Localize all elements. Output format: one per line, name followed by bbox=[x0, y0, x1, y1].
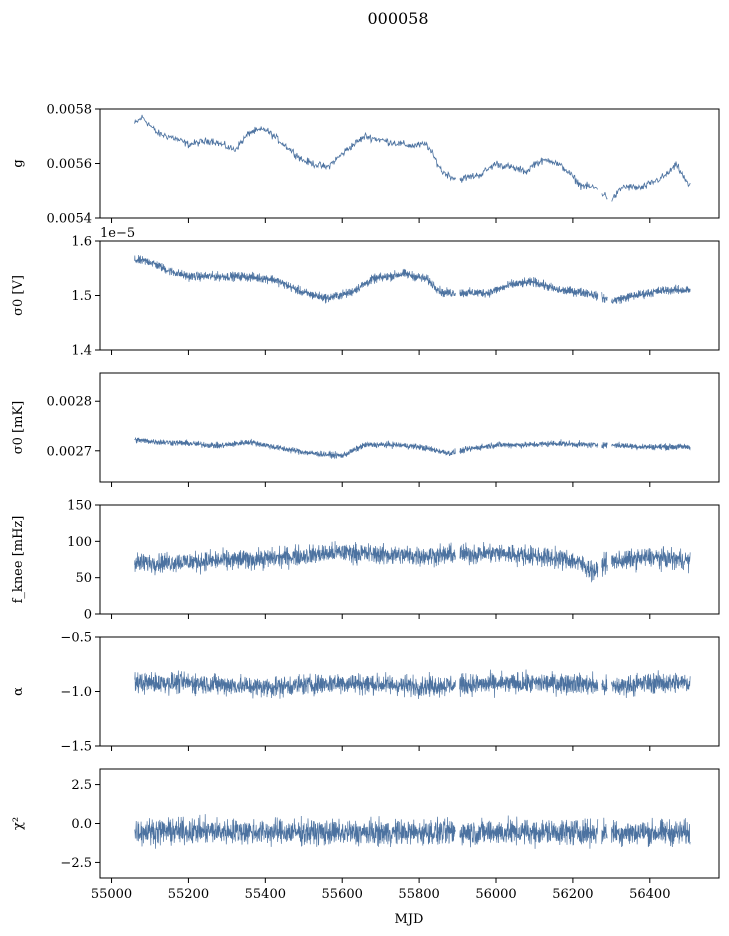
y-tick-label: −0.5 bbox=[60, 631, 92, 646]
subplot-5: −1.5 −1.0 −0.5 α bbox=[11, 631, 720, 755]
axes-frame-3 bbox=[99, 372, 720, 483]
y-tick-label: 0.0056 bbox=[47, 157, 93, 172]
series-line-1 bbox=[134, 114, 691, 202]
axes-frame-6 bbox=[99, 768, 720, 879]
y-offset-label: 1e−5 bbox=[100, 226, 135, 241]
y-tick-label: −2.5 bbox=[60, 856, 92, 871]
y-tick-label: 1.4 bbox=[71, 344, 92, 359]
subplot-2: 1.4 1.5 1.6 σ0 [V] 1e−5 bbox=[11, 226, 720, 359]
y-tick-label: 0.0058 bbox=[47, 103, 93, 118]
y-axis-label-5: α bbox=[11, 687, 26, 696]
subplot-6: −2.5 0.0 2.5 55000 55200 55400 55600 55800 56000… bbox=[11, 768, 720, 902]
y-tick-label: 0.0027 bbox=[47, 444, 93, 459]
y-tick-label: −1.5 bbox=[60, 740, 92, 755]
x-tick-label: 55200 bbox=[168, 887, 209, 902]
y-axis-label-3: σ0 [mK] bbox=[11, 401, 26, 454]
subplot-1: 0.0054 0.0056 0.0058 g bbox=[11, 103, 720, 227]
axes-frame-1 bbox=[99, 108, 720, 219]
y-tick-label: 0.0054 bbox=[47, 212, 93, 227]
x-tick-label: 55800 bbox=[398, 887, 439, 902]
x-tick-label: 56400 bbox=[629, 887, 670, 902]
figure-title: 000058 bbox=[367, 9, 428, 28]
y-axis-label-6: χ² bbox=[11, 817, 26, 830]
y-axis-label-2: σ0 [V] bbox=[11, 275, 26, 316]
y-axis-label-1: g bbox=[11, 159, 26, 167]
series-line-3 bbox=[134, 437, 691, 460]
y-tick-label: 100 bbox=[67, 535, 92, 550]
x-tick-label: 56000 bbox=[475, 887, 516, 902]
y-axis-label-4: f_knee [mHz] bbox=[11, 516, 26, 604]
subplot-3: 0.0027 0.0028 σ0 [mK] bbox=[11, 372, 720, 487]
x-tick-label: 55000 bbox=[91, 887, 132, 902]
x-tick-label: 56200 bbox=[552, 887, 593, 902]
series-line-4 bbox=[134, 541, 691, 583]
x-axis-label: MJD bbox=[395, 912, 424, 927]
y-tick-label: 0 bbox=[84, 608, 92, 623]
y-tick-label: 1.5 bbox=[71, 289, 92, 304]
y-tick-label: −1.0 bbox=[60, 685, 92, 700]
y-tick-label: 150 bbox=[67, 499, 92, 514]
series-line-5 bbox=[134, 669, 691, 700]
axes-frame-4 bbox=[99, 504, 720, 615]
x-tick-label: 55400 bbox=[245, 887, 286, 902]
y-tick-label: 0.0028 bbox=[47, 395, 93, 410]
y-tick-label: 1.6 bbox=[71, 235, 92, 250]
y-tick-label: 2.5 bbox=[71, 778, 92, 793]
x-tick-label: 55600 bbox=[322, 887, 363, 902]
y-tick-label: 50 bbox=[75, 571, 92, 586]
series-line-2 bbox=[134, 255, 691, 304]
y-tick-label: 0.0 bbox=[71, 817, 92, 832]
subplot-4: 0 50 100 150 f_knee [mHz] bbox=[11, 499, 720, 623]
series-line-6 bbox=[134, 814, 691, 849]
